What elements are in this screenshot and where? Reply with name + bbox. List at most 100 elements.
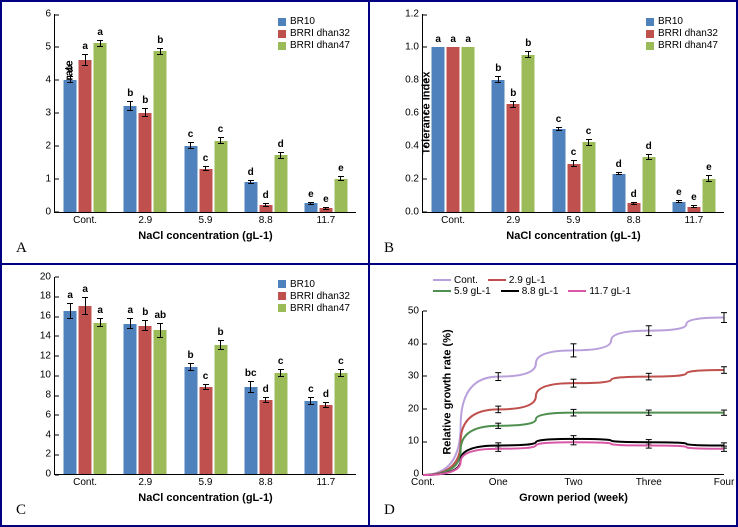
significance-letter: c (188, 129, 194, 140)
significance-letter: a (67, 63, 73, 74)
bar: b (492, 80, 505, 212)
bar: c (199, 169, 212, 212)
x-tick: 2.9 (138, 212, 152, 226)
y-tick: 8 (45, 390, 55, 401)
y-tick: 2 (45, 449, 55, 460)
bar: b (124, 106, 137, 212)
bar: a (462, 47, 475, 212)
y-tick: 40 (408, 338, 423, 349)
bar: c (334, 373, 347, 474)
significance-letter: b (525, 38, 531, 49)
significance-letter: b (157, 35, 163, 46)
bar: d (274, 155, 287, 211)
significance-letter: a (450, 34, 456, 45)
x-tick: Three (636, 474, 662, 488)
y-tick: 30 (408, 370, 423, 381)
y-tick: 1.0 (405, 41, 423, 52)
bar: ab (154, 330, 167, 474)
legend-item: BR10 (278, 16, 350, 27)
significance-letter: a (128, 305, 134, 316)
x-tick: 8.8 (259, 212, 273, 226)
legend-item: 11.7 gL-1 (568, 286, 631, 297)
bar: a (79, 306, 92, 474)
significance-letter: b (142, 95, 148, 106)
bar: a (447, 47, 460, 212)
y-tick: 10 (40, 370, 55, 381)
x-tick: One (489, 474, 508, 488)
y-tick: 1 (45, 173, 55, 184)
x-tick: 8.8 (259, 474, 273, 488)
bar-group: aaa (432, 47, 475, 212)
x-tick: Cont. (73, 212, 97, 226)
y-tick: 0.2 (405, 173, 423, 184)
x-tick: Two (564, 474, 582, 488)
significance-letter: d (631, 189, 637, 200)
bar: e (304, 203, 317, 211)
bar: c (582, 142, 595, 211)
significance-letter: d (323, 389, 329, 400)
y-tick: 4 (45, 74, 55, 85)
legend-item: Cont. (433, 275, 478, 286)
significance-letter: d (646, 141, 652, 152)
significance-letter: a (82, 41, 88, 52)
y-tick: 18 (40, 291, 55, 302)
x-tick: 5.9 (199, 212, 213, 226)
bar: c (552, 129, 565, 212)
legend-item: BRRI dhan32 (646, 28, 718, 39)
bar: b (214, 345, 227, 474)
y-tick: 10 (408, 436, 423, 447)
bar-group: bbb (492, 55, 535, 212)
bar: bc (244, 387, 257, 474)
bar: a (64, 311, 77, 474)
y-tick: 1.2 (405, 9, 423, 20)
legend-item: BRRI dhan47 (646, 40, 718, 51)
bar-group: aaa (64, 306, 107, 474)
bar: b (184, 367, 197, 474)
bar: b (139, 113, 152, 212)
significance-letter: a (97, 305, 103, 316)
legend-item: 8.8 gL-1 (501, 286, 559, 297)
significance-letter: b (217, 327, 223, 338)
significance-letter: d (263, 384, 269, 395)
significance-letter: a (82, 284, 88, 295)
significance-letter: d (263, 190, 269, 201)
legend-item: BR10 (646, 16, 718, 27)
significance-letter: d (278, 139, 284, 150)
bar: e (687, 207, 700, 212)
significance-letter: ab (154, 310, 166, 321)
legend-item: 2.9 gL-1 (488, 275, 546, 286)
y-tick: 3 (45, 107, 55, 118)
bar: d (627, 203, 640, 211)
legend-item: 5.9 gL-1 (433, 286, 491, 297)
panel-letter-B: B (384, 240, 394, 257)
bar: c (304, 401, 317, 474)
significance-letter: c (586, 126, 592, 137)
x-tick: 2.9 (138, 474, 152, 488)
y-tick: 5 (45, 41, 55, 52)
significance-letter: e (338, 163, 344, 174)
bar: a (432, 47, 445, 212)
significance-letter: c (308, 384, 314, 395)
x-tick: 11.7 (317, 474, 336, 488)
significance-letter: c (556, 114, 562, 125)
panel-D: 01020304050Relative growth rate (%)Grown… (369, 264, 737, 527)
bar-group: bcdc (244, 373, 287, 474)
bar: c (214, 141, 227, 212)
bar: a (64, 80, 77, 212)
bar-group: ddd (244, 155, 287, 211)
legend: BR10BRRI dhan32BRRI dhan47 (646, 16, 718, 52)
bar: d (612, 174, 625, 212)
panel-B: 0.00.20.40.60.81.01.2Tolerance IndexNaCl… (369, 1, 737, 264)
x-tick: 11.7 (317, 212, 336, 226)
significance-letter: bc (245, 368, 257, 379)
panel-letter-A: A (16, 240, 27, 257)
x-tick: 2.9 (506, 212, 520, 226)
bar-group: abab (124, 324, 167, 474)
significance-letter: e (691, 192, 697, 203)
significance-letter: e (706, 162, 712, 173)
x-tick: 5.9 (567, 212, 581, 226)
significance-letter: a (97, 27, 103, 38)
legend-item: BRRI dhan32 (278, 291, 350, 302)
bar-group: ccc (552, 129, 595, 212)
bar: a (94, 323, 107, 474)
